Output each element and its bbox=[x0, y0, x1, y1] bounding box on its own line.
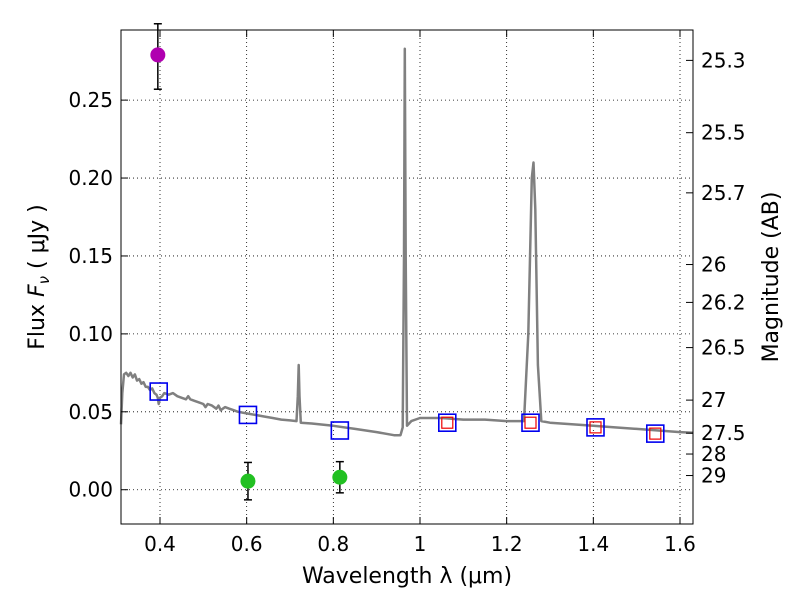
red-square-point bbox=[649, 427, 662, 440]
data-layer bbox=[119, 23, 694, 501]
blue-square-point bbox=[586, 418, 605, 437]
mag-tick-label: 25.3 bbox=[701, 48, 746, 72]
y-axis-label: Flux Fν ( μJy ) bbox=[25, 204, 53, 349]
x-tick-label: 1.4 bbox=[577, 532, 609, 556]
red-square-point bbox=[524, 416, 537, 429]
mag-tick-label: 27 bbox=[701, 388, 726, 412]
circle-point bbox=[332, 469, 348, 485]
blue-square-point bbox=[521, 413, 540, 433]
mag-tick-label: 26.5 bbox=[701, 336, 746, 360]
x-tick-label: 1.2 bbox=[491, 532, 523, 556]
x-tick-label: 0.4 bbox=[144, 532, 176, 556]
mag-tick-label: 27.5 bbox=[701, 421, 746, 445]
mag-tick-label: 25.5 bbox=[701, 121, 746, 145]
plot-frame bbox=[120, 29, 694, 525]
x-tick-label: 0.8 bbox=[317, 532, 349, 556]
ticks: 0.4 0.6 0.8 1 1.2 1.4 1.6 0.00 0.05 0.10 0.15 0.20 0… bbox=[68, 30, 746, 556]
blue-square-point bbox=[238, 405, 258, 425]
y-tick-label: 0.00 bbox=[68, 478, 113, 502]
blue-square-point bbox=[437, 413, 457, 433]
y-tick-label: 0.15 bbox=[68, 244, 113, 268]
mag-tick-label: 28 bbox=[701, 442, 726, 466]
grid bbox=[121, 30, 693, 524]
x-tick-label: 1 bbox=[414, 532, 427, 556]
spectrum-line bbox=[119, 47, 694, 437]
blue-square-point bbox=[645, 424, 665, 443]
x-axis-label: Wavelength λ (μm) bbox=[302, 564, 512, 589]
circle-point bbox=[150, 47, 166, 63]
mag-tick-label: 25.7 bbox=[701, 181, 746, 205]
y-tick-label: 0.25 bbox=[68, 88, 113, 112]
y-tick-label: 0.05 bbox=[68, 400, 113, 424]
x-tick-label: 1.6 bbox=[664, 532, 696, 556]
right-axis-label: Magnitude (AB) bbox=[759, 192, 784, 363]
y-tick-label: 0.10 bbox=[68, 322, 113, 346]
red-square-point bbox=[589, 421, 602, 434]
mag-tick-label: 29 bbox=[701, 464, 726, 488]
circle-point bbox=[240, 473, 256, 489]
x-tick-label: 0.6 bbox=[231, 532, 263, 556]
mag-tick-label: 26.2 bbox=[701, 290, 746, 314]
mag-tick-label: 26 bbox=[701, 253, 726, 277]
blue-square-point bbox=[330, 421, 350, 440]
red-square-point bbox=[441, 416, 454, 429]
y-tick-label: 0.20 bbox=[68, 166, 113, 190]
blue-square-point bbox=[149, 382, 168, 401]
